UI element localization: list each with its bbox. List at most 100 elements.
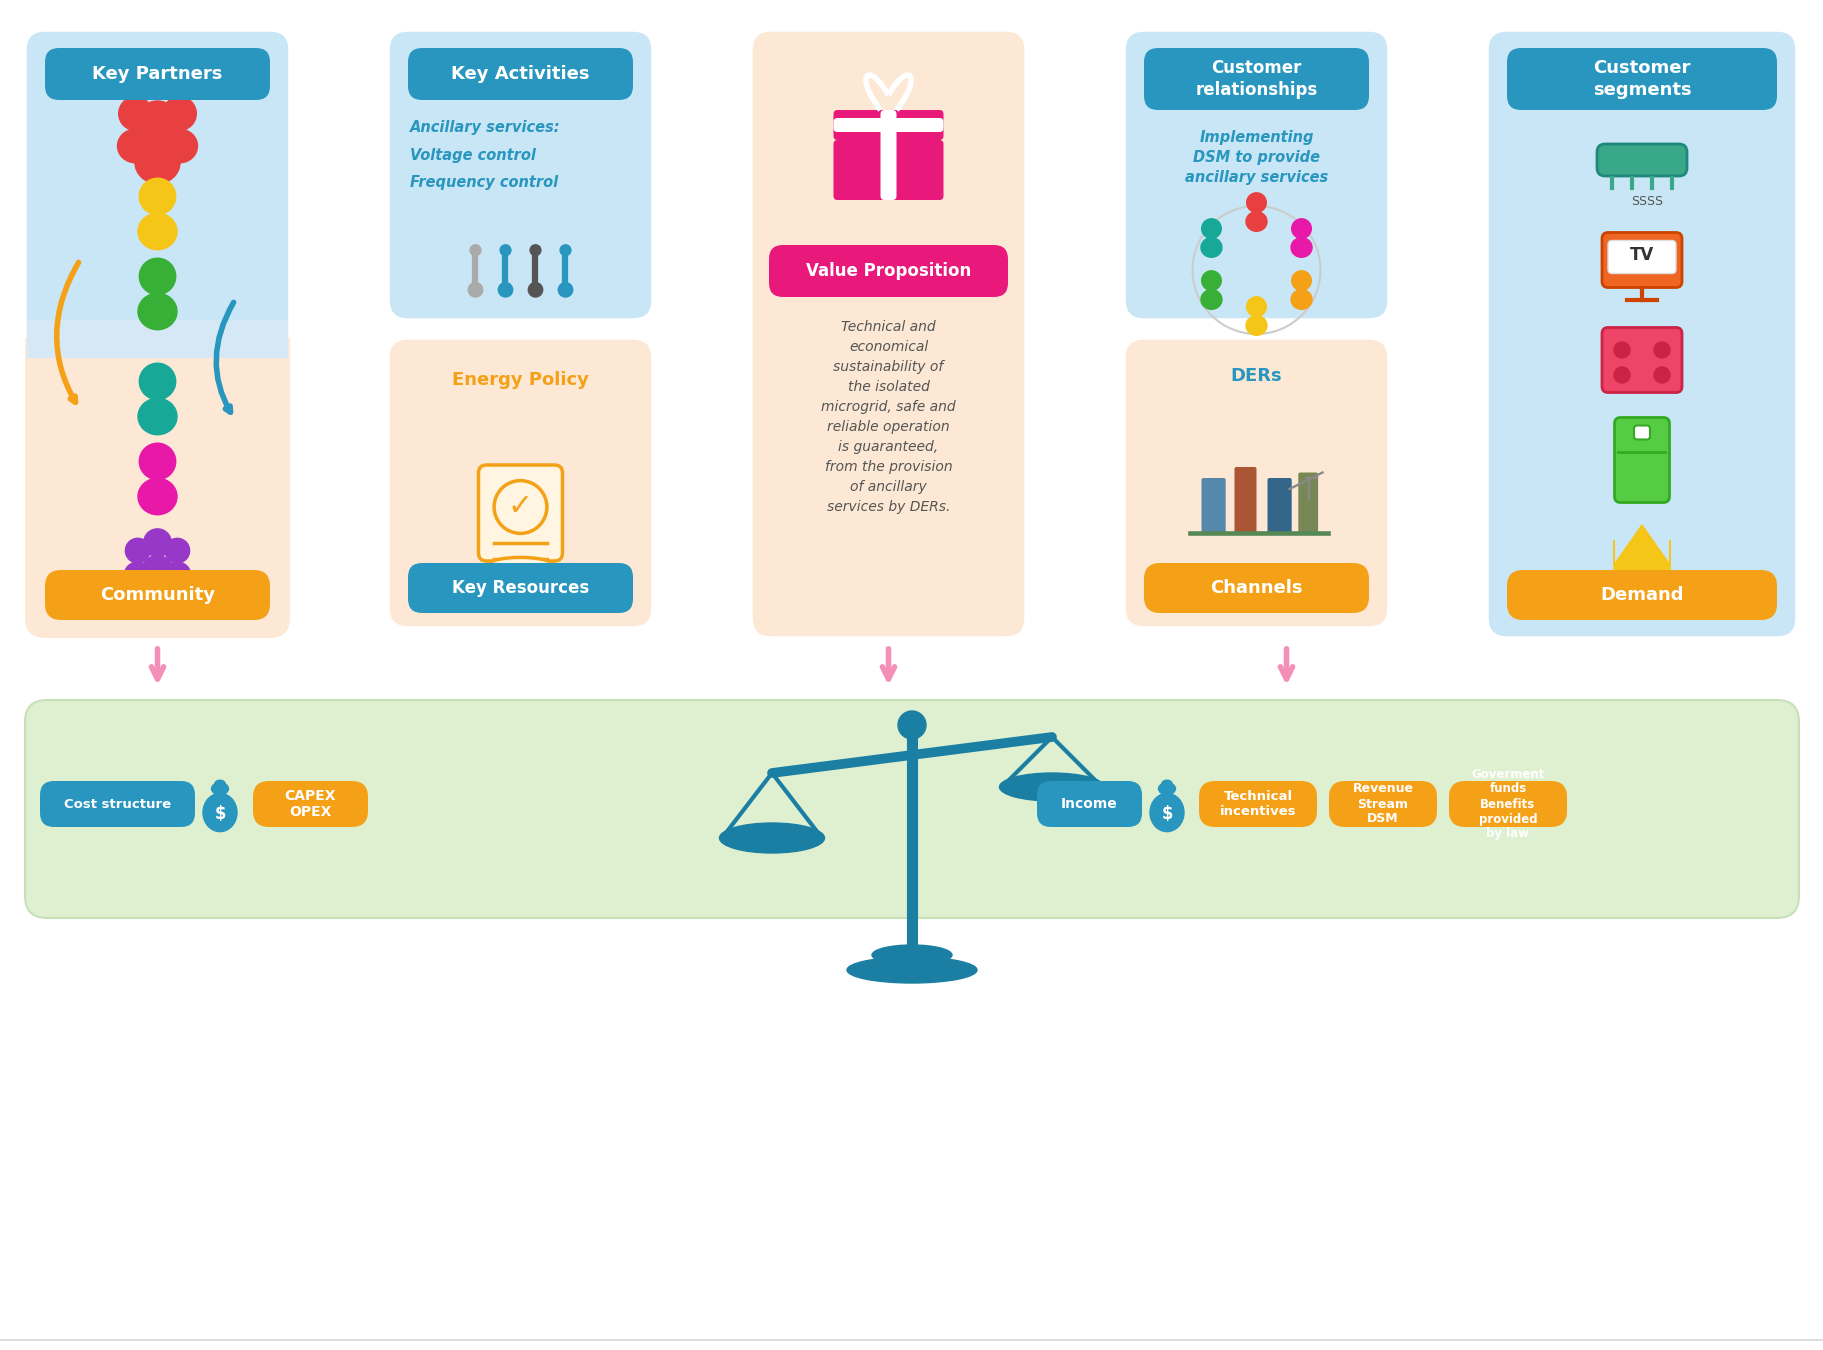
- Ellipse shape: [1245, 212, 1267, 231]
- Ellipse shape: [139, 293, 177, 329]
- Text: Community: Community: [100, 586, 215, 603]
- Circle shape: [498, 282, 512, 297]
- FancyBboxPatch shape: [1608, 240, 1675, 274]
- Ellipse shape: [117, 130, 153, 163]
- FancyBboxPatch shape: [1267, 478, 1291, 533]
- FancyBboxPatch shape: [46, 570, 270, 620]
- Text: Implementing
DSM to provide
ancillary services: Implementing DSM to provide ancillary se…: [1185, 130, 1327, 185]
- Circle shape: [1632, 585, 1652, 605]
- Text: Voltage control: Voltage control: [410, 148, 536, 163]
- Ellipse shape: [215, 780, 224, 787]
- Text: Goverment
funds
Benefits
provided
by law: Goverment funds Benefits provided by law: [1471, 768, 1544, 841]
- Text: Customer
relationships: Customer relationships: [1194, 59, 1316, 99]
- Ellipse shape: [164, 562, 190, 587]
- Ellipse shape: [142, 556, 171, 583]
- FancyBboxPatch shape: [253, 782, 368, 828]
- Text: CAPEX
OPEX: CAPEX OPEX: [284, 788, 335, 819]
- Circle shape: [126, 539, 149, 563]
- Ellipse shape: [999, 774, 1105, 801]
- FancyBboxPatch shape: [1506, 49, 1776, 109]
- Circle shape: [1291, 271, 1311, 290]
- FancyBboxPatch shape: [1234, 467, 1256, 533]
- Text: Frequency control: Frequency control: [410, 176, 558, 190]
- FancyBboxPatch shape: [1123, 338, 1389, 628]
- Ellipse shape: [135, 142, 180, 184]
- Circle shape: [1291, 219, 1311, 239]
- Circle shape: [529, 282, 543, 297]
- FancyBboxPatch shape: [26, 338, 290, 639]
- FancyBboxPatch shape: [388, 30, 653, 320]
- Text: Cost structure: Cost structure: [64, 798, 171, 810]
- Text: Technical
incentives: Technical incentives: [1220, 790, 1296, 818]
- Circle shape: [1201, 271, 1221, 290]
- FancyBboxPatch shape: [1597, 144, 1686, 176]
- FancyBboxPatch shape: [1633, 425, 1650, 440]
- Ellipse shape: [124, 562, 151, 587]
- Circle shape: [530, 244, 541, 255]
- FancyBboxPatch shape: [833, 109, 942, 140]
- Ellipse shape: [162, 130, 197, 163]
- Ellipse shape: [139, 213, 177, 250]
- Text: Channels: Channels: [1210, 579, 1302, 597]
- Text: $: $: [213, 805, 226, 823]
- FancyBboxPatch shape: [26, 701, 1797, 918]
- FancyBboxPatch shape: [26, 30, 290, 639]
- Polygon shape: [1613, 525, 1670, 575]
- Ellipse shape: [211, 783, 228, 795]
- Circle shape: [144, 529, 171, 556]
- Circle shape: [137, 101, 179, 143]
- Ellipse shape: [1158, 783, 1174, 795]
- FancyBboxPatch shape: [1601, 328, 1681, 393]
- FancyBboxPatch shape: [40, 782, 195, 828]
- Text: Key Activities: Key Activities: [450, 65, 589, 82]
- Ellipse shape: [1200, 290, 1221, 309]
- Ellipse shape: [139, 478, 177, 514]
- Text: Key Partners: Key Partners: [93, 65, 222, 82]
- FancyBboxPatch shape: [46, 49, 270, 100]
- FancyBboxPatch shape: [1298, 472, 1318, 533]
- FancyBboxPatch shape: [1037, 782, 1141, 828]
- Circle shape: [1653, 367, 1670, 383]
- Ellipse shape: [139, 398, 177, 435]
- FancyBboxPatch shape: [1329, 782, 1437, 828]
- FancyBboxPatch shape: [1143, 49, 1369, 109]
- Circle shape: [558, 282, 572, 297]
- FancyBboxPatch shape: [1447, 782, 1566, 828]
- Ellipse shape: [487, 558, 554, 574]
- FancyBboxPatch shape: [1143, 563, 1369, 613]
- Circle shape: [470, 244, 481, 255]
- Text: ✓: ✓: [507, 493, 532, 521]
- Bar: [26, 338, 290, 369]
- Text: Customer
segments: Customer segments: [1591, 59, 1690, 99]
- Bar: [27, 320, 288, 358]
- Circle shape: [1653, 342, 1670, 358]
- Circle shape: [139, 443, 175, 479]
- FancyBboxPatch shape: [833, 140, 942, 200]
- FancyBboxPatch shape: [1486, 30, 1796, 639]
- Text: Revenue
Stream
DSM: Revenue Stream DSM: [1353, 783, 1413, 825]
- Circle shape: [500, 244, 510, 255]
- FancyBboxPatch shape: [1123, 30, 1389, 320]
- Text: Key Resources: Key Resources: [452, 579, 589, 597]
- Text: Technical and
economical
sustainability of
the isolated
microgrid, safe and
reli: Technical and economical sustainability …: [820, 320, 955, 514]
- Text: TV: TV: [1630, 246, 1653, 265]
- FancyBboxPatch shape: [388, 338, 653, 628]
- Circle shape: [897, 711, 926, 738]
- Ellipse shape: [1291, 290, 1311, 309]
- Circle shape: [139, 178, 175, 215]
- FancyBboxPatch shape: [751, 30, 1025, 639]
- FancyBboxPatch shape: [881, 109, 897, 200]
- Ellipse shape: [202, 794, 237, 832]
- Circle shape: [1613, 367, 1630, 383]
- FancyBboxPatch shape: [833, 117, 942, 132]
- Ellipse shape: [1161, 780, 1172, 787]
- Circle shape: [1613, 342, 1630, 358]
- Circle shape: [469, 282, 483, 297]
- Circle shape: [1245, 193, 1265, 212]
- Ellipse shape: [846, 957, 977, 983]
- Circle shape: [118, 97, 151, 131]
- Text: Energy Policy: Energy Policy: [452, 371, 589, 389]
- FancyBboxPatch shape: [1201, 478, 1225, 533]
- Ellipse shape: [1200, 238, 1221, 258]
- Ellipse shape: [1291, 238, 1311, 258]
